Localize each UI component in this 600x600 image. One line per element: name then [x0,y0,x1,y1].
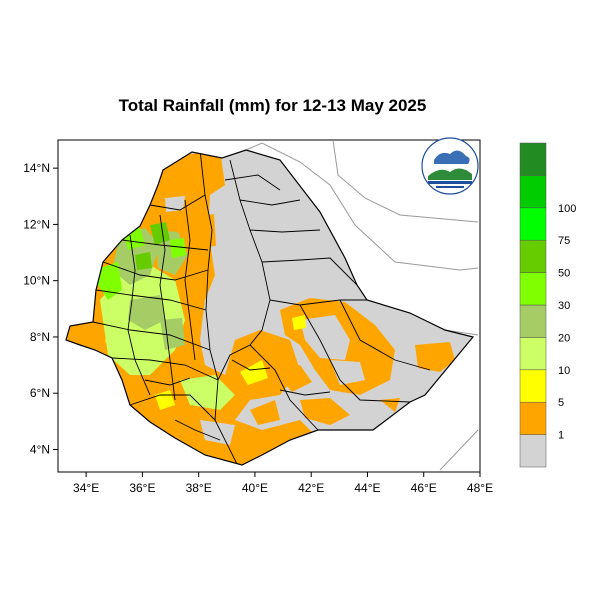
ethiopia-outline [65,149,475,466]
colorbar-label: 5 [558,397,564,409]
y-tick-label: 6°N [30,386,50,400]
colorbar-label: 100 [558,203,576,215]
colorbar-label: 20 [558,332,570,344]
x-axis: 34°E 36°E 38°E 40°E 42°E 44°E 46°E 48°E [73,472,493,495]
x-tick-label: 46°E [411,481,437,495]
colorbar-bin [519,272,547,306]
colorbar-bin [519,239,547,273]
colorbar-label: 75 [558,235,570,247]
x-tick-label: 44°E [354,481,380,495]
colorbar-bin [519,304,547,338]
y-tick-label: 10°N [23,274,50,288]
y-axis: 14°N 12°N 10°N 8°N 6°N 4°N [23,161,58,456]
x-tick-label: 36°E [129,481,155,495]
x-tick-label: 42°E [298,481,324,495]
x-tick-label: 40°E [242,481,268,495]
y-tick-label: 8°N [30,330,50,344]
map-title: Total Rainfall (mm) for 12-13 May 2025 [118,96,427,115]
agency-logo-icon [421,137,479,195]
colorbar-label: 30 [558,300,570,312]
x-tick-label: 48°E [467,481,493,495]
neighbor-borders [245,140,479,471]
admin-boundaries [92,150,431,465]
colorbar-label: 10 [558,365,570,377]
x-tick-label: 34°E [73,481,99,495]
colorbar-bin [519,401,547,435]
colorbar-label: 50 [558,268,570,280]
colorbar-bin [519,337,547,371]
x-tick-label: 38°E [186,481,212,495]
colorbar-legend: 1 5 10 20 30 50 75 100 [519,142,576,468]
colorbar-bin [519,434,547,468]
colorbar-bin [519,369,547,403]
colorbar-label: 1 [558,430,564,442]
colorbar-bin [519,142,547,176]
y-tick-label: 12°N [23,217,50,231]
y-tick-label: 4°N [30,442,50,456]
y-tick-label: 14°N [23,161,50,175]
colorbar-bin [519,175,547,209]
colorbar-bin [519,207,547,241]
